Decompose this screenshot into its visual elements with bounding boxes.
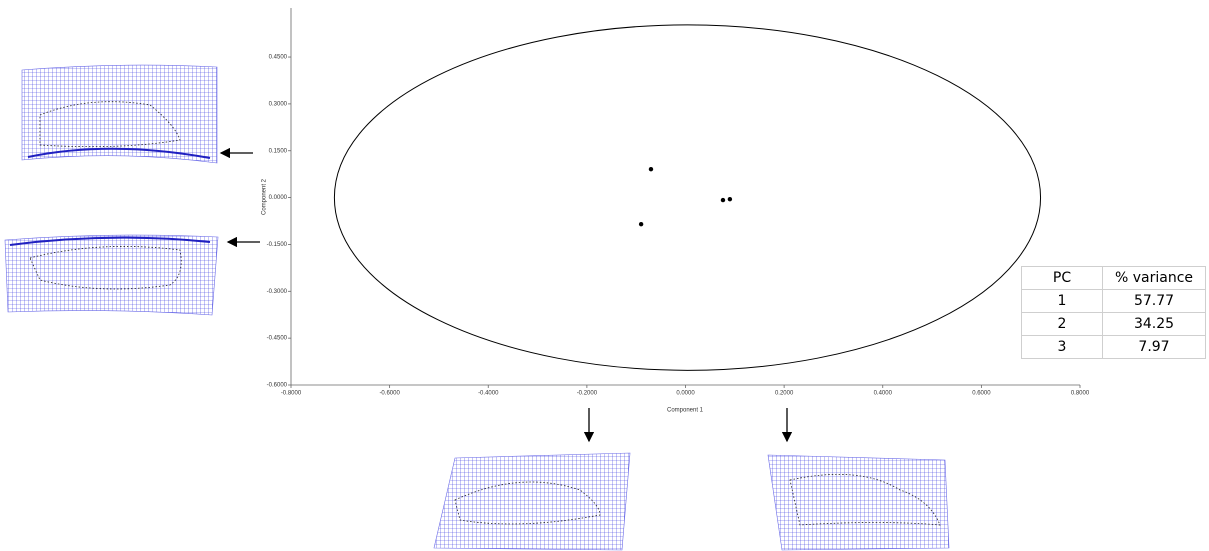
x-tick-label: 0.2000 [775,391,794,397]
cell: 57.77 [1102,289,1206,313]
point [648,166,654,172]
y-tick-label: -0.1500 [267,242,288,248]
y-tick-label: -0.4500 [267,336,288,342]
confidence-ellipse [333,24,1042,371]
arrows [219,147,793,443]
table-row: 2 34.25 [1021,312,1206,336]
x-tick-label: -0.4000 [478,391,499,397]
cell: 2 [1021,312,1103,336]
y-tick-label: 0.3000 [269,101,288,107]
x-tick-label: -0.6000 [379,391,400,397]
point [638,221,644,227]
deformation-band [9,236,211,246]
x-tick-label: -0.2000 [577,391,598,397]
table-row: 1 57.77 [1021,289,1206,313]
cell: 34.25 [1102,312,1206,336]
point [727,196,733,202]
y-tick-label: 0.1500 [269,148,288,154]
x-tick-label: 0.4000 [874,391,893,397]
header-cell: % variance [1102,266,1206,290]
point [720,197,726,203]
header-cell: PC [1021,266,1103,290]
deformation-grid [767,454,950,551]
table-row: 3 7.97 [1021,335,1206,359]
table-header: PC% variance [1021,266,1206,290]
deformation-grid [433,452,631,551]
x-tick-label: 0.0000 [676,391,695,397]
cell: 3 [1021,335,1103,359]
x-tick-label: -0.8000 [281,391,302,397]
outline [789,473,941,526]
cell: 1 [1021,289,1103,313]
deformation-band [27,147,211,159]
y-tick-label: 0.4500 [269,55,288,61]
deformation-grid [4,234,219,316]
x-axis-label: Component 1 [667,408,704,414]
y-axis-label: Component 2 [262,178,268,215]
y-tick-label: 0.0000 [269,195,288,201]
y-tick-label: -0.6000 [267,383,288,389]
x-tick-label: 0.6000 [972,391,991,397]
outline [29,246,182,290]
variance-table: PC% variance 1 57.77 2 34.25 3 7.97 [1021,266,1206,359]
outline [454,481,601,525]
deformation-grids [4,64,950,551]
x-tick-label: 0.8000 [1071,391,1090,397]
outline [39,101,181,148]
cell: 7.97 [1102,335,1206,359]
y-tick-label: -0.3000 [267,289,288,295]
deformation-grid [21,64,218,164]
